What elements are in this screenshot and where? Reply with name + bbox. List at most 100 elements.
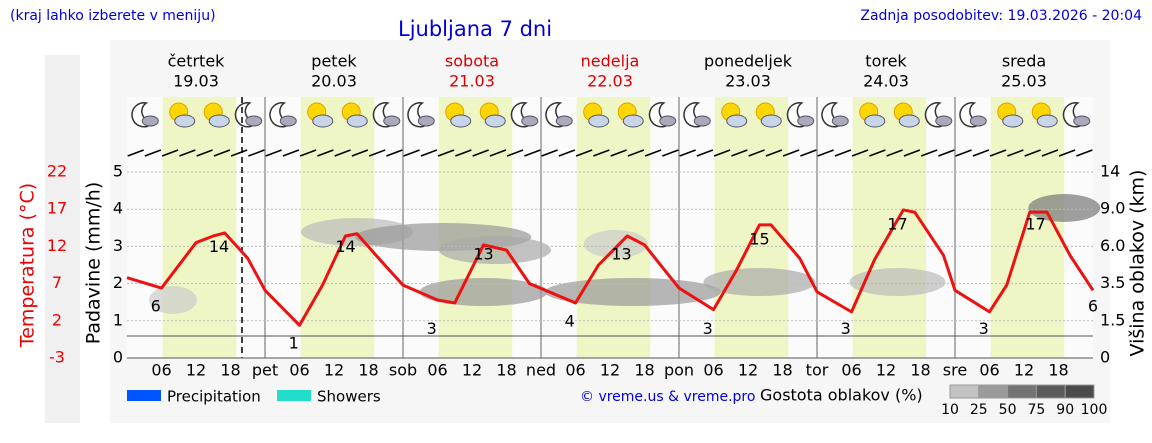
cloud-icon	[521, 115, 539, 127]
cloud-icon	[141, 115, 159, 127]
x-tick-label: 06	[289, 361, 309, 380]
wind-barb	[817, 149, 834, 157]
wind-barb	[575, 149, 593, 157]
cloud-height-axis-title: Višina oblakov (km)	[1127, 170, 1149, 357]
wind-barb	[127, 149, 144, 157]
wind-barb	[713, 149, 731, 157]
wind-barb	[610, 149, 627, 157]
day-name: torek	[865, 52, 907, 71]
updated: Zadnja posodobitev: 19.03.2026 - 20:04	[860, 8, 1142, 24]
cloud-density	[419, 278, 548, 306]
x-tick-label: 06	[151, 361, 171, 380]
wind-barb	[334, 149, 351, 157]
cloud-icon	[1036, 114, 1058, 128]
wind-barb	[506, 149, 524, 157]
legend-swatch	[277, 390, 311, 401]
temperature-tick-label: 7	[52, 273, 62, 292]
temperature-label: 14	[209, 237, 229, 256]
wind-barb	[903, 149, 921, 157]
cloud-height-tick-label: 6.0	[1100, 236, 1125, 255]
note: (kraj lahko izberete v meniju)	[10, 8, 216, 24]
wind-barb	[731, 149, 748, 157]
temperature-label: 1	[289, 334, 299, 353]
precipitation-tick-label: 4	[113, 199, 123, 218]
x-tick-label: 06	[841, 361, 861, 380]
temperature-line	[126, 208, 1095, 327]
temperature-label: 13	[611, 244, 631, 263]
cloud-scale-box	[1035, 384, 1066, 399]
x-tick-label: 18	[772, 361, 792, 380]
precipitation-axis-title: Padavine (mm/h)	[83, 182, 105, 345]
daylight-band	[990, 97, 1065, 358]
daylight-band	[852, 97, 927, 358]
precipitation-tick-label: 1	[113, 310, 123, 329]
temperature-axis-title: Temperatura (°C)	[17, 183, 39, 348]
wind-barb	[524, 149, 541, 157]
cloud-icon	[312, 114, 334, 128]
daylight-band	[576, 97, 651, 358]
wind-barb	[368, 149, 386, 157]
cloud-scale-box	[1064, 384, 1095, 399]
x-tick-label: 18	[634, 361, 654, 380]
cloud-icon	[969, 115, 987, 127]
day-name: sobota	[445, 52, 499, 71]
x-tick-label: pet	[252, 361, 278, 380]
day-date: 24.03	[863, 72, 909, 91]
temperature-label: 3	[427, 319, 437, 338]
day-name: petek	[311, 52, 357, 71]
day-name: sreda	[1002, 52, 1046, 71]
wind-barb	[679, 149, 696, 157]
cloud-icon	[279, 115, 297, 127]
wind-barb	[662, 149, 679, 157]
cloud-scale-label: 75	[1027, 402, 1045, 418]
x-tick-label: 06	[979, 361, 999, 380]
page-title: Ljubljana 7 dni	[398, 17, 552, 41]
temperature-tick-label: -3	[49, 348, 65, 367]
x-tick-label: sre	[943, 361, 967, 380]
x-tick-label: sob	[389, 361, 417, 380]
temperature-label: 3	[979, 319, 989, 338]
cloud-icon	[898, 114, 920, 128]
wind-barb	[489, 149, 507, 157]
cloud-scale-box	[978, 384, 1009, 399]
wind-barb	[800, 149, 817, 157]
temperature-tick-label: 12	[47, 236, 67, 255]
wind-barb	[1007, 149, 1024, 157]
cloud-icon	[245, 115, 263, 127]
cloud-icon	[484, 114, 506, 128]
wind-barb	[144, 149, 162, 157]
cloud-density	[439, 236, 551, 264]
wind-barb	[265, 149, 282, 157]
x-tick-label: 18	[910, 361, 930, 380]
cloud-icon	[450, 114, 472, 128]
cloud-scale-label: 10	[941, 402, 959, 418]
wind-barb	[593, 149, 610, 157]
wind-barb	[644, 149, 662, 157]
legend-label: Showers	[317, 388, 381, 406]
wind-barb	[230, 149, 248, 157]
wind-barb	[196, 149, 213, 157]
x-tick-label: 12	[324, 361, 344, 380]
cloud-icon	[797, 115, 815, 127]
cloud-height-tick-label: 3.5	[1100, 273, 1125, 292]
cloud-scale-label: 90	[1056, 402, 1074, 418]
wind-barb	[403, 149, 420, 157]
wind-barb	[765, 149, 783, 157]
wind-barb	[1076, 149, 1093, 157]
cloud-icon	[174, 114, 196, 128]
temperature-tick-label: 17	[47, 199, 67, 218]
wind-barb	[782, 149, 800, 157]
day-date: 22.03	[587, 72, 633, 91]
temperature-label: 14	[335, 237, 355, 256]
cloud-height-tick-label: 14	[1100, 162, 1120, 181]
x-tick-label: 18	[220, 361, 240, 380]
cloud-icon	[622, 114, 644, 128]
wind-barb	[851, 149, 869, 157]
cloud-scale-box	[1007, 384, 1037, 399]
cloud-density	[849, 268, 946, 296]
day-date: 25.03	[1001, 72, 1047, 91]
wind-barb	[886, 149, 903, 157]
wind-barb	[282, 149, 300, 157]
x-tick-label: 12	[600, 361, 620, 380]
